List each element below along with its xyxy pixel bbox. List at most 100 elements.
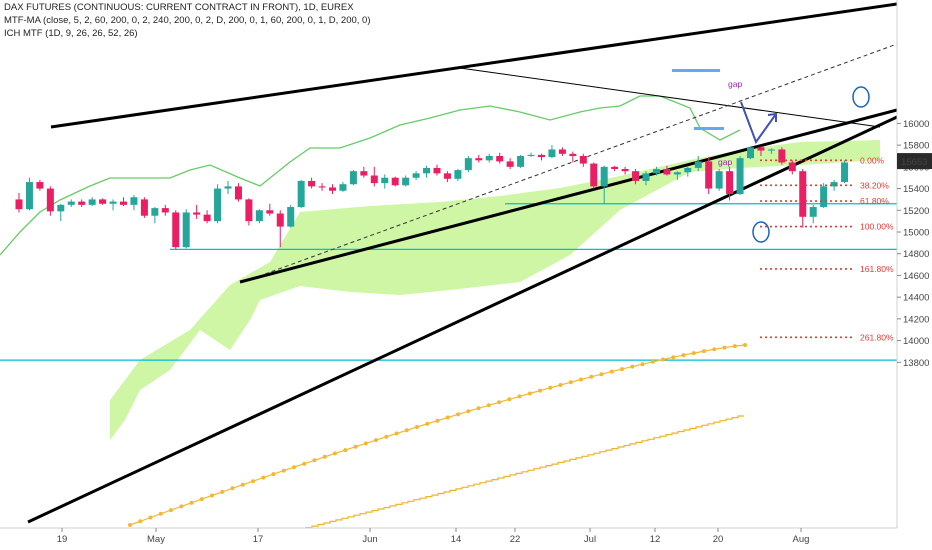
- y-tick-label: 13800: [903, 358, 929, 369]
- candle-body: [558, 149, 566, 154]
- projected-dot-marker: [650, 359, 655, 364]
- projected-dot-marker: [599, 372, 604, 377]
- candle-body: [276, 213, 284, 227]
- candle-body: [809, 207, 817, 217]
- moving-average-line: [0, 95, 741, 256]
- projected-dot-marker: [220, 489, 225, 494]
- candle-body: [673, 172, 681, 175]
- candle-body: [36, 182, 44, 189]
- projected-dot-marker: [128, 523, 132, 527]
- projected-dot-marker: [169, 508, 173, 513]
- x-tick-label: Jul: [584, 534, 596, 545]
- projected-dot-marker: [353, 444, 358, 449]
- candle-body: [412, 173, 420, 178]
- candle-body: [46, 188, 54, 212]
- last-price-label: 15653: [901, 157, 927, 168]
- candle-body: [433, 167, 441, 174]
- projected-dot-marker: [281, 468, 286, 473]
- candle-body: [820, 186, 828, 208]
- projected-dotted-curve: [129, 344, 746, 526]
- candle-body: [694, 161, 702, 168]
- projected-dot-marker: [435, 418, 440, 423]
- candle-body: [611, 166, 619, 170]
- y-tick-label: 15800: [903, 141, 929, 152]
- candle-body: [621, 169, 629, 172]
- candle-body: [318, 186, 326, 188]
- projected-dot-marker: [138, 519, 143, 524]
- candle-body: [234, 186, 242, 200]
- projected-dot-marker: [148, 515, 153, 520]
- candle-body: [464, 158, 472, 171]
- projected-dot-marker: [210, 493, 214, 498]
- projected-dot-marker: [189, 500, 194, 505]
- candle-body: [308, 180, 316, 187]
- candle-body: [161, 208, 169, 213]
- projected-dot-marker: [456, 412, 460, 417]
- candle-body: [25, 182, 33, 210]
- candle-body: [203, 214, 211, 222]
- candle-body: [548, 149, 556, 158]
- projected-dot-marker: [261, 475, 266, 480]
- candle-body: [15, 199, 23, 210]
- candle-body: [297, 180, 305, 208]
- x-tick-label: 22: [510, 534, 521, 545]
- price-axis-panel: [897, 0, 932, 550]
- candle-body: [78, 201, 86, 205]
- y-tick-label: 14200: [903, 314, 929, 325]
- projected-dot-marker: [589, 374, 594, 379]
- projected-dot-marker: [538, 388, 542, 393]
- ichimoku-cloud: [110, 140, 880, 440]
- last-price-tag: [897, 153, 932, 170]
- y-tick-label: 15400: [903, 184, 929, 195]
- candle-body: [579, 155, 587, 164]
- projected-dot-marker: [374, 438, 378, 443]
- projected-dot-marker: [743, 343, 747, 347]
- target-circle-bottom: [752, 221, 770, 243]
- candle-body: [454, 170, 462, 179]
- x-tick-label: 20: [713, 534, 724, 545]
- candle-body: [130, 197, 138, 205]
- x-tick-label: May: [147, 534, 165, 545]
- candle-body: [266, 210, 274, 214]
- candle-body: [349, 171, 357, 185]
- candle-body: [391, 177, 399, 186]
- projected-dot-marker: [702, 349, 706, 354]
- gap-label-lower: gap: [718, 157, 732, 167]
- candle-body: [423, 167, 431, 174]
- projected-dot-marker: [620, 367, 624, 372]
- candle-body: [517, 155, 525, 167]
- candle-body: [370, 175, 378, 184]
- candle-body: [193, 212, 201, 215]
- candle-body: [360, 171, 368, 176]
- candle-body: [224, 186, 232, 189]
- support-trendline-mid: [239, 108, 898, 284]
- candle-body: [172, 212, 180, 248]
- candle-body: [527, 154, 535, 156]
- candle-body: [747, 147, 754, 159]
- fib-level-label: 261.80%: [860, 332, 894, 342]
- fib-level-label: 100.00%: [860, 222, 894, 232]
- x-tick-label: Jun: [362, 534, 377, 545]
- candle-body: [443, 173, 451, 179]
- projected-dot-marker: [312, 458, 317, 463]
- projected-dot-marker: [548, 385, 553, 390]
- candle-body: [151, 208, 159, 216]
- candle-body: [684, 167, 692, 173]
- candle-body: [736, 158, 744, 194]
- gap-box-lower: [694, 127, 724, 130]
- y-tick-label: 14800: [903, 249, 929, 260]
- indicator-ichimoku-label: ICH MTF (1D, 9, 26, 26, 52, 26): [4, 28, 138, 39]
- projected-dot-marker: [558, 383, 563, 387]
- projected-dot-marker: [517, 394, 522, 399]
- candle-body: [569, 153, 577, 156]
- candle-body: [57, 204, 65, 212]
- projected-dot-marker: [527, 391, 532, 396]
- candle-body: [120, 201, 127, 205]
- projected-dot-marker: [302, 461, 307, 466]
- projected-dot-marker: [394, 431, 399, 436]
- projected-dot-marker: [476, 406, 481, 411]
- projected-dot-marker: [251, 479, 255, 484]
- candle-body: [632, 171, 640, 181]
- projected-dot-marker: [322, 454, 327, 459]
